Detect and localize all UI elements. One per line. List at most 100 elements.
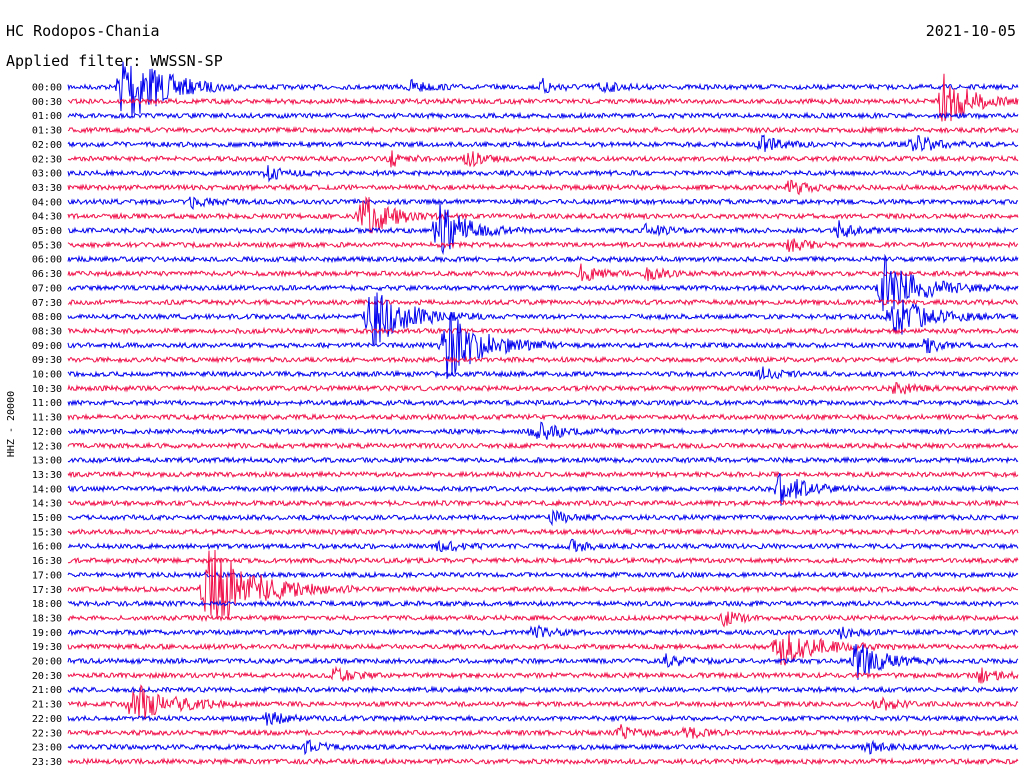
seismic-trace: [67, 366, 1019, 381]
time-label: 20:30: [32, 671, 62, 682]
seismic-trace: [67, 111, 1019, 121]
time-label: 18:30: [32, 613, 62, 624]
time-label: 19:30: [32, 642, 62, 653]
seismic-trace: [67, 238, 1019, 253]
seismic-trace: [67, 254, 1019, 264]
time-label: 21:30: [32, 700, 62, 711]
seismic-trace: [67, 203, 1019, 256]
seismic-trace: [67, 311, 1019, 379]
seismic-trace: [67, 179, 1019, 196]
seismic-trace: [67, 195, 1019, 234]
seismic-trace: [67, 684, 1019, 721]
time-label: 10:00: [32, 370, 62, 381]
seismic-trace: [67, 398, 1019, 407]
time-label: 02:30: [32, 154, 62, 165]
time-label: 11:30: [32, 413, 62, 424]
seismic-trace: [67, 599, 1019, 608]
time-label: 14:30: [32, 499, 62, 510]
time-label: 09:00: [32, 341, 62, 352]
time-label: 15:00: [32, 513, 62, 524]
time-label: 17:00: [32, 570, 62, 581]
time-label: 12:00: [32, 427, 62, 438]
time-label: 04:30: [32, 212, 62, 223]
seismic-trace: [67, 757, 1019, 766]
time-label: 10:30: [32, 384, 62, 395]
seismic-trace: [68, 421, 1019, 440]
time-label: 20:00: [32, 657, 62, 668]
seismic-trace: [67, 712, 1019, 726]
time-label: 08:00: [32, 312, 62, 323]
seismic-trace: [67, 150, 1019, 168]
time-label: 03:00: [32, 169, 62, 180]
seismic-trace: [67, 292, 1019, 346]
seismic-trace: [67, 125, 1019, 135]
seismic-trace: [67, 685, 1019, 695]
time-label: 15:30: [32, 527, 62, 538]
time-label: 21:00: [32, 685, 62, 696]
time-label: 23:00: [32, 743, 62, 754]
time-label: 16:30: [32, 556, 62, 567]
time-label: 06:30: [32, 269, 62, 280]
seismic-trace: [67, 263, 1019, 282]
seismic-trace: [67, 441, 1019, 450]
time-label: 17:30: [32, 585, 62, 596]
time-label: 04:00: [32, 197, 62, 208]
time-label: 01:00: [32, 111, 62, 122]
date-label: 2021-10-05: [926, 22, 1016, 40]
seismic-trace: [67, 633, 1019, 666]
time-label: 23:30: [32, 757, 62, 768]
seismic-trace: [67, 538, 1019, 553]
seismic-trace: [67, 508, 1019, 527]
seismic-trace: [67, 549, 1018, 620]
seismic-trace: [67, 412, 1019, 422]
time-label: 22:00: [32, 714, 62, 725]
seismic-trace: [67, 326, 1019, 336]
time-label: 13:00: [32, 456, 62, 467]
time-label: 13:30: [32, 470, 62, 481]
time-label: 11:00: [32, 398, 62, 409]
seismic-trace: [67, 297, 1019, 307]
time-label: 07:00: [32, 283, 62, 294]
seismic-trace: [67, 498, 1019, 508]
channel-label: HHZ - 20000: [6, 391, 17, 457]
seismic-trace: [67, 665, 1019, 684]
seismic-trace: [67, 739, 1019, 756]
time-label: 09:30: [32, 355, 62, 366]
seismic-trace: [67, 643, 1019, 680]
time-label: 12:30: [32, 441, 62, 452]
seismic-trace: [67, 382, 1019, 395]
time-label: 05:30: [32, 240, 62, 251]
time-label: 08:30: [32, 326, 62, 337]
seismic-trace: [67, 196, 1019, 211]
seismic-trace: [67, 470, 1019, 479]
time-label: 06:00: [32, 255, 62, 266]
time-label: 05:00: [32, 226, 62, 237]
time-label: 00:00: [32, 83, 62, 94]
seismic-trace: [67, 165, 1019, 183]
time-label: 18:00: [32, 599, 62, 610]
seismic-trace: [67, 455, 1019, 465]
time-label: 00:30: [32, 97, 62, 108]
seismic-trace: [67, 253, 1019, 312]
filter-label: Applied filter: WWSSN-SP: [6, 52, 223, 70]
seismic-trace: [67, 527, 1019, 536]
seismic-trace: [67, 355, 1019, 364]
traces: [67, 61, 1019, 766]
seismic-trace: [67, 724, 1019, 740]
seismic-trace: [67, 134, 1019, 152]
seismic-trace: [67, 472, 1019, 506]
seismic-trace: [67, 611, 1019, 628]
seismic-trace: [67, 61, 1019, 119]
time-label: 22:30: [32, 728, 62, 739]
station-title: HC Rodopos-Chania: [6, 22, 160, 40]
time-labels: 00:00 00:30 01:00 01:30 02:00 02:30 03:00 03:30…: [32, 83, 62, 768]
seismic-trace: [67, 556, 1019, 565]
seismic-trace: [67, 570, 1019, 580]
seismic-trace: [67, 624, 1019, 640]
time-label: 01:30: [32, 126, 62, 137]
time-label: 02:00: [32, 140, 62, 151]
time-label: 16:00: [32, 542, 62, 553]
time-label: 03:30: [32, 183, 62, 194]
time-label: 07:30: [32, 298, 62, 309]
